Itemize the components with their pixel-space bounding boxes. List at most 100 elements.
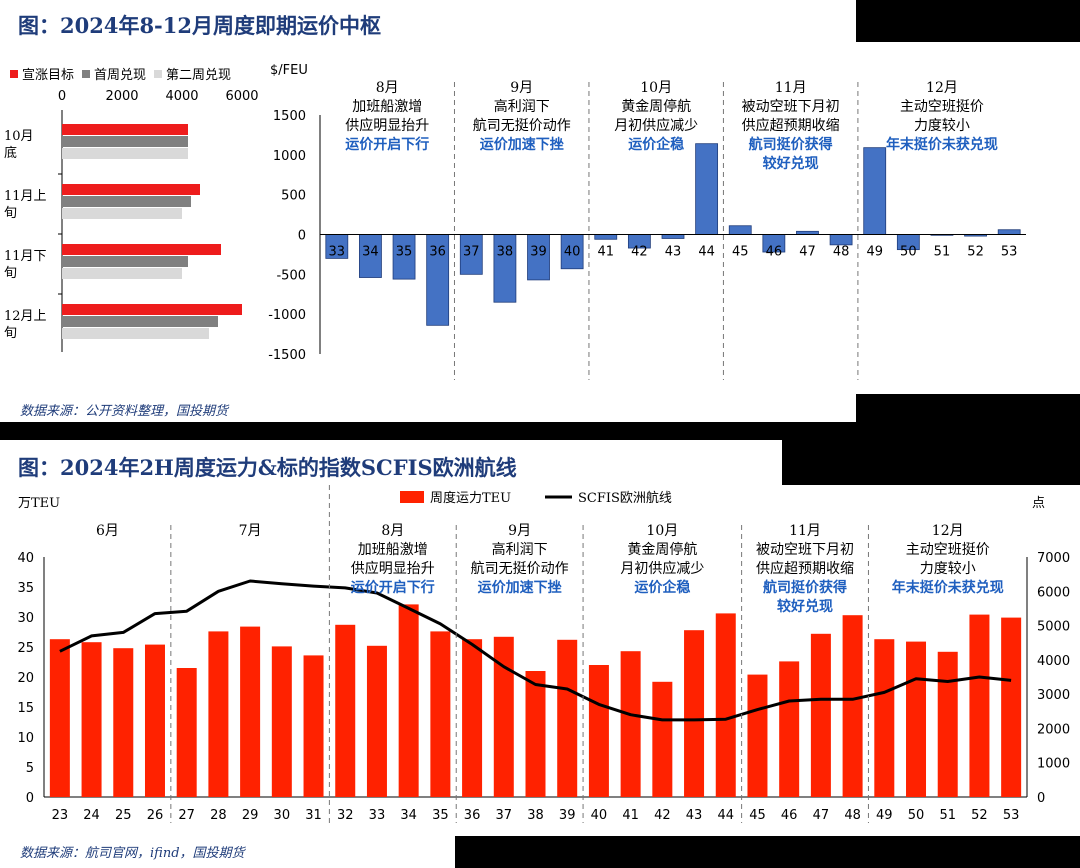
month-note-1-1: 航司无挺价动作 xyxy=(473,118,571,134)
category-label-1: 旬 xyxy=(4,206,17,221)
x-tick-39: 39 xyxy=(559,808,576,823)
x-tick-35: 35 xyxy=(432,808,449,823)
x-tick-50: 50 xyxy=(900,245,917,260)
bar-wk37 xyxy=(493,636,514,797)
legend-swatch-bars xyxy=(400,491,424,503)
bar-wk24 xyxy=(81,642,102,797)
x-tick-36: 36 xyxy=(464,808,481,823)
month-label-1: 7月 xyxy=(239,523,262,539)
bar-wk48 xyxy=(829,234,853,246)
x-tick-34: 34 xyxy=(362,245,379,260)
x-tick-44: 44 xyxy=(717,808,734,823)
figure2-header xyxy=(0,440,782,485)
month-label-6: 12月 xyxy=(932,523,964,539)
figure2-title: 图：2024年2H周度运力&标的指数SCFIS欧洲航线 xyxy=(18,455,517,480)
bar-wk34 xyxy=(398,604,419,797)
x-tick-3: 6000 xyxy=(225,89,258,104)
bar-wk43 xyxy=(661,234,685,239)
legend-swatch-1 xyxy=(82,70,90,78)
figure2-footer xyxy=(0,836,455,868)
x-tick-40: 40 xyxy=(564,245,581,260)
category-label-2: 旬 xyxy=(4,266,17,281)
bar-wk32 xyxy=(335,624,356,797)
capacity-scfis-chart: 万TEU 点 周度运力TEU SCFIS欧洲航线 0 5 10 15 20 25 30 35 40 0 10… xyxy=(17,485,1070,823)
bar-wk51 xyxy=(937,651,958,797)
legend-label-2: 第二周兑现 xyxy=(166,68,231,83)
bar-wk52 xyxy=(969,614,990,797)
bar-wk47 xyxy=(810,633,831,797)
weekly-freight-change-chart: $/FEU 1500 1000 500 0 -500 -1000 -1500 33 34 35 36 3… xyxy=(268,63,1026,380)
month-highlight-2-0: 运价企稳 xyxy=(628,136,684,153)
bar-wk38 xyxy=(525,671,546,797)
x-tick-45: 45 xyxy=(749,808,766,823)
legend-label-bars: 周度运力TEU xyxy=(430,490,511,506)
bar-1-1 xyxy=(62,196,191,207)
x-tick-39: 39 xyxy=(530,245,547,260)
x-tick-49: 49 xyxy=(876,808,893,823)
y-tick-4: -500 xyxy=(276,268,306,283)
month-note-6-0: 主动空班挺价 xyxy=(906,542,990,558)
left-tick-0: 0 xyxy=(26,791,34,806)
y-axis-label: $/FEU xyxy=(270,63,308,78)
y-tick-1: 1000 xyxy=(273,149,306,164)
bar-wk41 xyxy=(620,651,641,797)
bar-wk30 xyxy=(271,646,292,797)
month-highlight-2-0: 运价开启下行 xyxy=(351,579,435,596)
x-tick-36: 36 xyxy=(429,245,446,260)
bar-wk53 xyxy=(1001,617,1022,797)
x-tick-46: 46 xyxy=(766,245,783,260)
bar-wk29 xyxy=(240,626,261,797)
legend-label-0: 宣涨目标 xyxy=(22,67,74,83)
month-note-0-1: 供应明显抬升 xyxy=(345,117,429,134)
right-tick-2: 2000 xyxy=(1037,722,1070,737)
right-axis-label: 点 xyxy=(1032,496,1045,511)
bar-2-2 xyxy=(62,268,182,279)
month-label-2: 10月 xyxy=(640,80,672,96)
month-label-3: 11月 xyxy=(775,80,807,96)
left-tick-5: 25 xyxy=(17,641,34,656)
month-note-2-0: 黄金周停航 xyxy=(621,98,691,115)
bar-wk46 xyxy=(779,661,800,797)
x-tick-34: 34 xyxy=(400,808,417,823)
bar-3-2 xyxy=(62,328,209,339)
bar-2-0 xyxy=(62,244,221,255)
figure1-source: 数据来源：公开资料整理，国投期货 xyxy=(20,404,229,419)
x-tick-52: 52 xyxy=(967,245,984,260)
month-highlight-3-0: 航司挺价获得 xyxy=(749,136,833,153)
month-highlight-1-0: 运价加速下挫 xyxy=(480,136,564,153)
right-tick-1: 1000 xyxy=(1037,757,1070,772)
x-tick-38: 38 xyxy=(527,808,544,823)
right-tick-7: 7000 xyxy=(1037,551,1070,566)
bar-wk45 xyxy=(728,225,752,235)
month-highlight-4-0: 运价企稳 xyxy=(634,579,690,596)
legend-label-1: 首周兑现 xyxy=(94,68,146,83)
x-tick-26: 26 xyxy=(147,808,164,823)
left-tick-8: 40 xyxy=(17,551,34,566)
right-tick-6: 6000 xyxy=(1037,585,1070,600)
category-label-2: 11月下 xyxy=(4,249,47,264)
x-tick-42: 42 xyxy=(654,808,671,823)
legend-label-line: SCFIS欧洲航线 xyxy=(578,490,672,506)
bar-wk49 xyxy=(863,147,887,235)
month-label-5: 11月 xyxy=(789,523,821,539)
x-tick-33: 33 xyxy=(369,808,386,823)
category-label-3: 12月上 xyxy=(4,309,47,324)
bar-wk27 xyxy=(176,668,197,797)
bar-1-2 xyxy=(62,208,182,219)
figure1-footer xyxy=(0,394,455,422)
legend-swatch-0 xyxy=(10,70,18,78)
category-label-3: 旬 xyxy=(4,326,17,341)
x-tick-47: 47 xyxy=(813,808,830,823)
y-tick-2: 500 xyxy=(281,189,306,204)
bar-0-1 xyxy=(62,136,188,147)
bar-3-0 xyxy=(62,304,242,315)
x-tick-35: 35 xyxy=(396,245,413,260)
month-note-1-0: 高利润下 xyxy=(494,98,550,115)
bar-wk40 xyxy=(588,665,609,797)
scfis-line xyxy=(59,579,1012,722)
bar-wk31 xyxy=(303,655,324,797)
month-label-1: 9月 xyxy=(510,80,533,96)
month-note-3-0: 被动空班下月初 xyxy=(742,98,840,115)
x-tick-48: 48 xyxy=(833,245,850,260)
month-highlight-5-0: 航司挺价获得 xyxy=(763,579,847,596)
